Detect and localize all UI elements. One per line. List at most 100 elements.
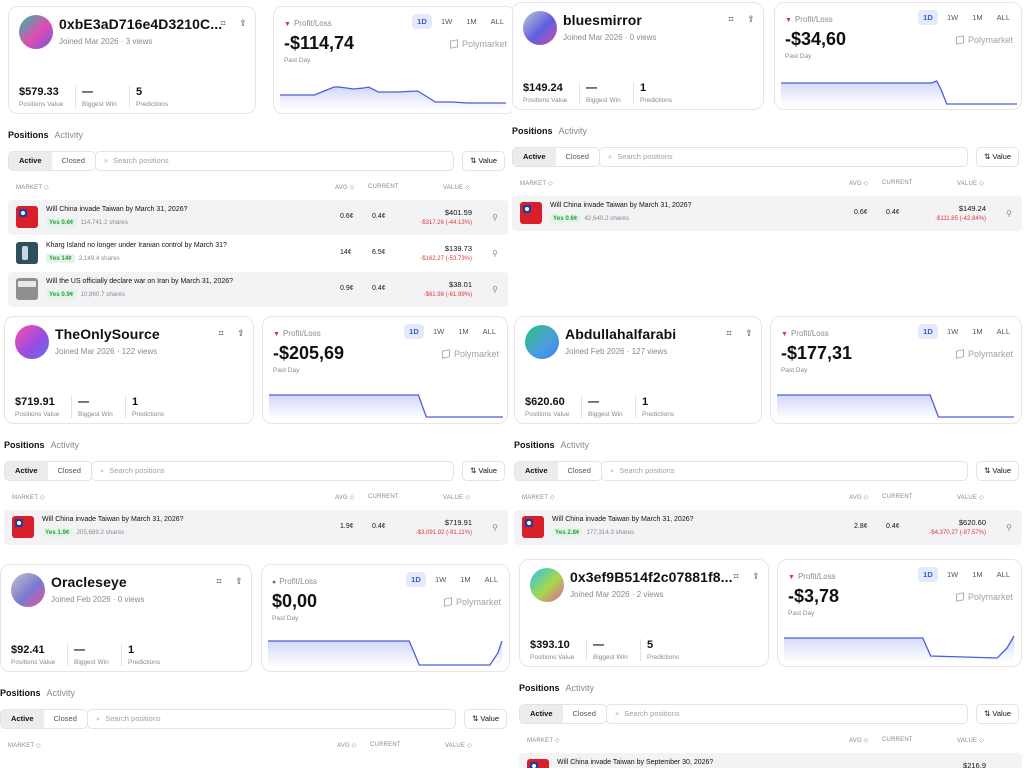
col-current[interactable]: CURRENT	[882, 180, 913, 186]
timeframe-1w[interactable]: 1W	[946, 13, 959, 22]
search-input[interactable]: ⌕ Search positions	[91, 461, 454, 481]
avatar[interactable]	[525, 325, 559, 359]
tab-positions[interactable]: Positions	[512, 126, 553, 136]
timeframe-1d[interactable]: 1D	[917, 10, 938, 25]
link-icon[interactable]: ⚲	[492, 249, 498, 258]
col-value[interactable]: VALUE ◇	[443, 495, 470, 501]
search-input[interactable]: ⌕ Search positions	[87, 709, 456, 729]
username[interactable]: 0x3ef9B514f2c07881f8...	[570, 569, 733, 585]
avatar[interactable]	[19, 15, 53, 49]
col-value[interactable]: VALUE ◇	[957, 738, 984, 744]
share-icon[interactable]: ⇪	[239, 18, 247, 28]
avatar[interactable]	[11, 573, 45, 607]
username[interactable]: 0xbE3aD716e4D3210C...	[59, 16, 223, 32]
qr-code-icon[interactable]: ⌗	[728, 14, 734, 24]
col-value[interactable]: VALUE ◇	[957, 495, 984, 501]
col-value[interactable]: VALUE ◇	[957, 181, 984, 187]
table-row[interactable]: Will China invade Taiwan by March 31, 20…	[8, 200, 508, 235]
filter-closed-button[interactable]: Closed	[61, 156, 85, 165]
username[interactable]: TheOnlySource	[55, 326, 160, 342]
col-current[interactable]: CURRENT	[370, 742, 401, 748]
tab-activity[interactable]: Activity	[54, 130, 84, 140]
table-row[interactable]: Will the US officially declare war on Ir…	[8, 272, 508, 307]
search-input[interactable]: ⌕ Search positions	[606, 704, 968, 724]
timeframe-all[interactable]: ALL	[490, 17, 504, 26]
col-current[interactable]: CURRENT	[368, 494, 399, 500]
col-value[interactable]: VALUE ◇	[445, 743, 472, 749]
col-market[interactable]: MARKET ◇	[520, 181, 553, 187]
timeframe-1m[interactable]: 1M	[466, 17, 477, 26]
filter-active-button[interactable]: Active	[9, 152, 52, 170]
timeframe-all[interactable]: ALL	[996, 327, 1010, 336]
col-current[interactable]: CURRENT	[882, 737, 913, 743]
timeframe-1m[interactable]: 1M	[458, 327, 469, 336]
filter-active-button[interactable]: Active	[515, 462, 558, 480]
filter-active-button[interactable]: Active	[5, 462, 48, 480]
share-icon[interactable]: ⇪	[235, 576, 243, 586]
tab-activity[interactable]: Activity	[46, 688, 76, 698]
timeframe-1d[interactable]: 1D	[403, 324, 424, 339]
col-avg[interactable]: AVG ◇	[849, 738, 869, 744]
col-value[interactable]: VALUE ◇	[443, 185, 470, 191]
tab-activity[interactable]: Activity	[565, 683, 595, 693]
col-market[interactable]: MARKET ◇	[16, 185, 49, 191]
col-avg[interactable]: AVG ◇	[849, 181, 869, 187]
table-row[interactable]: Will China invade Taiwan by March 31, 20…	[4, 510, 508, 545]
search-input[interactable]: ⌕ Search positions	[95, 151, 454, 171]
tab-positions[interactable]: Positions	[4, 440, 45, 450]
filter-closed-button[interactable]: Closed	[57, 466, 81, 475]
avatar[interactable]	[523, 11, 557, 45]
timeframe-1d[interactable]: 1D	[917, 567, 938, 582]
table-row[interactable]: Kharg Island no longer under Iranian con…	[8, 236, 508, 271]
share-icon[interactable]: ⇪	[752, 571, 760, 581]
timeframe-all[interactable]: ALL	[996, 570, 1010, 579]
sort-value-button[interactable]: ⇅ Value	[976, 461, 1020, 481]
timeframe-1m[interactable]: 1M	[972, 327, 983, 336]
share-icon[interactable]: ⇪	[745, 328, 753, 338]
link-icon[interactable]: ⚲	[492, 285, 498, 294]
sort-value-button[interactable]: ⇅ Value	[464, 709, 508, 729]
col-market[interactable]: MARKET ◇	[8, 743, 41, 749]
qr-code-icon[interactable]: ⌗	[726, 328, 732, 338]
link-icon[interactable]: ⚲	[492, 523, 498, 532]
sort-value-button[interactable]: ⇅ Value	[976, 704, 1020, 724]
filter-active-button[interactable]: Active	[520, 705, 563, 723]
timeframe-all[interactable]: ALL	[482, 327, 496, 336]
tab-positions[interactable]: Positions	[514, 440, 555, 450]
market-title[interactable]: Will China invade Taiwan by March 31, 20…	[552, 516, 694, 523]
search-input[interactable]: ⌕ Search positions	[601, 461, 968, 481]
tab-activity[interactable]: Activity	[560, 440, 590, 450]
timeframe-1d[interactable]: 1D	[405, 572, 426, 587]
col-market[interactable]: MARKET ◇	[12, 495, 45, 501]
sort-value-button[interactable]: ⇅ Value	[462, 461, 506, 481]
table-row[interactable]: Will China invade Taiwan by March 31, 20…	[512, 196, 1022, 231]
col-current[interactable]: CURRENT	[882, 494, 913, 500]
filter-closed-button[interactable]: Closed	[53, 714, 77, 723]
timeframe-1m[interactable]: 1M	[972, 13, 983, 22]
filter-closed-button[interactable]: Closed	[567, 466, 591, 475]
filter-closed-button[interactable]: Closed	[572, 709, 596, 718]
timeframe-all[interactable]: ALL	[996, 13, 1010, 22]
timeframe-1w[interactable]: 1W	[946, 327, 959, 336]
qr-code-icon[interactable]: ⌗	[220, 18, 226, 28]
link-icon[interactable]: ⚲	[1006, 209, 1012, 218]
sort-value-button[interactable]: ⇅ Value	[976, 147, 1020, 167]
timeframe-1w[interactable]: 1W	[946, 570, 959, 579]
share-icon[interactable]: ⇪	[747, 14, 755, 24]
col-market[interactable]: MARKET ◇	[522, 495, 555, 501]
avatar[interactable]	[15, 325, 49, 359]
market-title[interactable]: Will the US officially declare war on Ir…	[46, 278, 234, 285]
timeframe-1m[interactable]: 1M	[972, 570, 983, 579]
tab-positions[interactable]: Positions	[519, 683, 560, 693]
timeframe-1m[interactable]: 1M	[460, 575, 471, 584]
avatar[interactable]	[530, 568, 564, 602]
username[interactable]: bluesmirror	[563, 12, 642, 28]
market-title[interactable]: Will China invade Taiwan by March 31, 20…	[46, 206, 188, 213]
tab-positions[interactable]: Positions	[8, 130, 49, 140]
qr-code-icon[interactable]: ⌗	[218, 328, 224, 338]
tab-activity[interactable]: Activity	[50, 440, 80, 450]
market-title[interactable]: Will China invade Taiwan by March 31, 20…	[550, 202, 692, 209]
username[interactable]: Oracleseye	[51, 574, 127, 590]
timeframe-1d[interactable]: 1D	[411, 14, 432, 29]
table-row[interactable]: Will China invade Taiwan by September 30…	[519, 753, 1022, 768]
